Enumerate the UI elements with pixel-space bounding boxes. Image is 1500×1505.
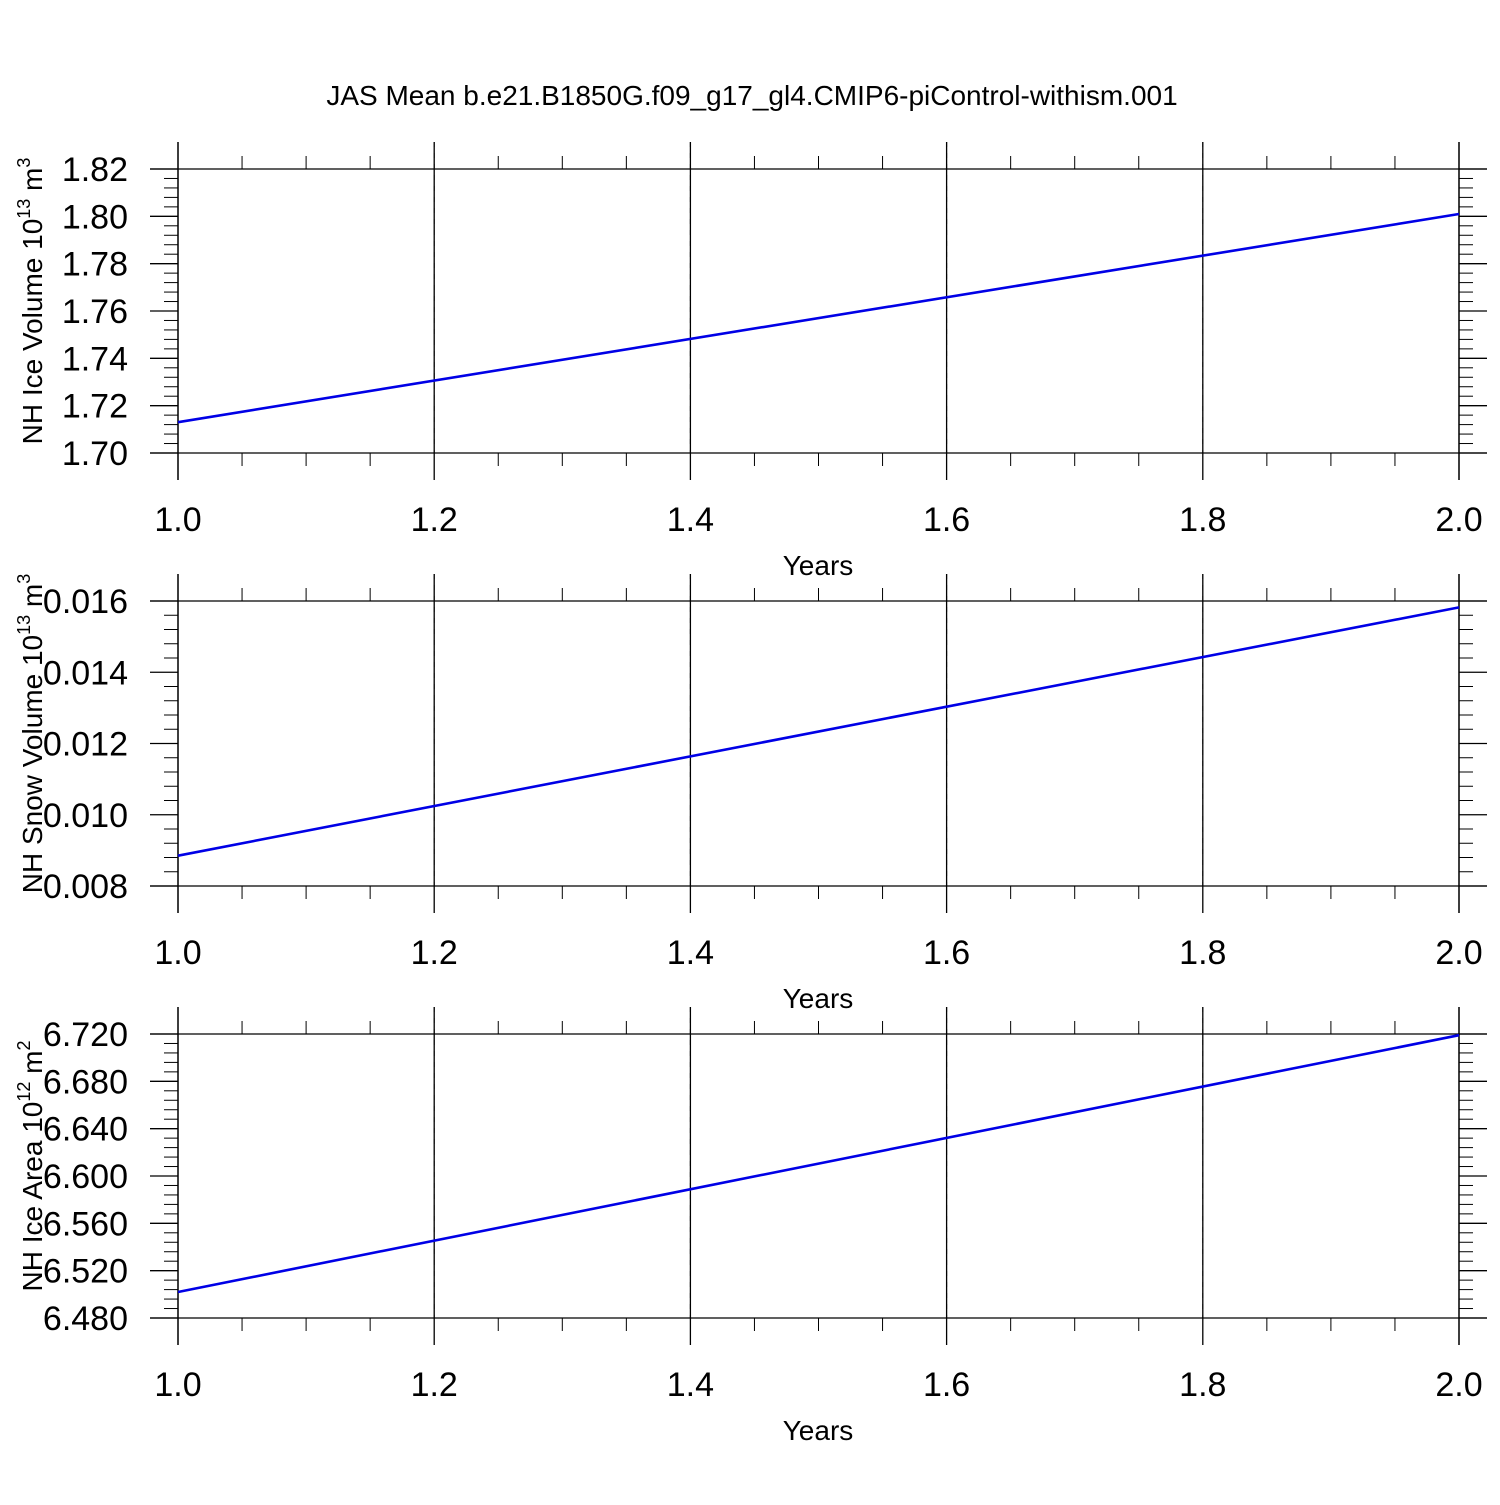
x-tick-label: 1.4: [667, 501, 714, 539]
x-axis-label: Years: [783, 550, 854, 581]
y-tick-label: 1.78: [62, 246, 128, 284]
x-tick-label: 1.0: [154, 501, 201, 539]
y-tick-label: 1.70: [62, 435, 128, 473]
y-tick-label: 1.72: [62, 388, 128, 426]
y-tick-label: 6.600: [43, 1158, 128, 1196]
panel-3: 6.480 6.520 6.560 6.600 6.640 6.680 6.720 1.0 1.…: [14, 1007, 1487, 1446]
x-tick-label: 1.0: [154, 934, 201, 972]
y-tick-label: 6.680: [43, 1063, 128, 1101]
y-tick-label: 6.720: [43, 1016, 128, 1054]
y-tick-label: 1.76: [62, 293, 128, 331]
x-tick-label: 1.2: [411, 501, 458, 539]
x-tick-label: 1.2: [411, 1366, 458, 1404]
x-tick-label: 2.0: [1435, 501, 1482, 539]
series-line: [177, 606, 1460, 857]
y-axis-label-exponent: 13: [14, 199, 34, 219]
y-axis-label-exponent: 13: [14, 615, 34, 635]
panel-1: 1.70 1.72 1.74 1.76 1.78 1.80 1.82 1.0 1.2 1.4 1.6…: [14, 142, 1487, 581]
y-axis-label: NH Ice Area 1012 m2: [14, 1040, 48, 1291]
y-axis-label-exponent: 12: [14, 1082, 34, 1102]
x-tick-label: 1.6: [923, 501, 970, 539]
y-tick-label: 1.74: [62, 340, 128, 378]
x-tick-label: 1.0: [154, 1366, 201, 1404]
figure-title: JAS Mean b.e21.B1850G.f09_g17_gl4.CMIP6-…: [326, 80, 1177, 111]
y-axis-label-unit: m: [17, 1051, 48, 1082]
y-tick-label: 1.82: [62, 151, 128, 189]
x-tick-label: 1.8: [1179, 1366, 1226, 1404]
x-tick-label: 2.0: [1435, 934, 1482, 972]
y-tick-label: 6.520: [43, 1253, 128, 1291]
y-axis-label: NH Snow Volume 1013 m3: [14, 574, 48, 894]
y-tick-label: 0.008: [43, 868, 128, 906]
x-tick-label: 2.0: [1435, 1366, 1482, 1404]
y-axis-label-unit: m: [17, 584, 48, 615]
x-tick-label: 1.4: [667, 934, 714, 972]
y-axis-label-unit-exponent: 2: [14, 1040, 34, 1050]
panel-2: 0.008 0.010 0.012 0.014 0.016 1.0 1.2 1.4 1.6 1.8…: [14, 574, 1487, 1014]
x-tick-label: 1.2: [411, 934, 458, 972]
x-axis-label: Years: [783, 983, 854, 1014]
y-axis-label-unit: m: [17, 168, 48, 199]
series-line: [177, 212, 1460, 424]
x-tick-label: 1.8: [1179, 934, 1226, 972]
y-axis-label: NH Ice Volume 1013 m3: [14, 158, 48, 445]
x-tick-label: 1.6: [923, 1366, 970, 1404]
y-tick-label: 0.010: [43, 797, 128, 835]
y-axis-label-text: NH Ice Area 10: [17, 1102, 48, 1292]
y-axis-label-unit-exponent: 3: [14, 574, 34, 584]
x-tick-label: 1.4: [667, 1366, 714, 1404]
series-line: [177, 1033, 1460, 1294]
x-tick-label: 1.6: [923, 934, 970, 972]
y-tick-label: 6.640: [43, 1111, 128, 1149]
y-tick-label: 0.012: [43, 726, 128, 764]
y-axis-label-unit-exponent: 3: [14, 158, 34, 168]
y-tick-label: 6.480: [43, 1300, 128, 1338]
y-tick-label: 0.014: [43, 654, 128, 692]
x-tick-label: 1.8: [1179, 501, 1226, 539]
y-tick-label: 1.80: [62, 198, 128, 236]
y-tick-label: 0.016: [43, 583, 128, 621]
y-axis-label-text: NH Snow Volume 10: [17, 635, 48, 893]
y-axis-label-text: NH Ice Volume 10: [17, 219, 48, 445]
x-axis-label: Years: [783, 1415, 854, 1446]
y-tick-label: 6.560: [43, 1205, 128, 1243]
